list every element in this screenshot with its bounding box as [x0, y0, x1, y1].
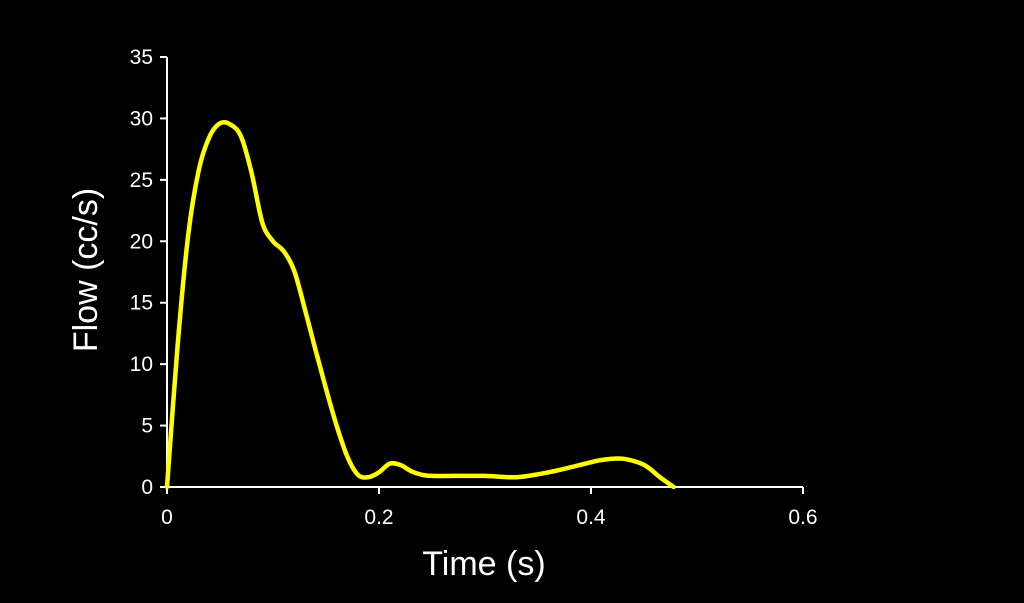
x-tick-label: 0.6 [788, 506, 817, 529]
y-tick-label: 10 [130, 353, 153, 376]
y-tick-label: 30 [130, 107, 153, 130]
x-tick-label: 0 [161, 506, 173, 529]
y-tick-label: 20 [130, 230, 153, 253]
x-axis-ticks: 0 0.2 0.4 0.6 [161, 487, 818, 529]
y-tick-label: 5 [141, 415, 153, 438]
y-tick-label: 25 [130, 169, 153, 192]
flow-series-line [164, 119, 676, 490]
x-tick-label: 0.2 [364, 506, 393, 529]
y-axis-title: Flow (cc/s) [67, 188, 105, 352]
y-tick-label: 0 [141, 476, 153, 499]
x-axis-title: Time (s) [422, 545, 545, 583]
plot-area: 0 5 10 15 20 25 30 35 0 0.2 0.4 0.6 [130, 46, 818, 529]
y-axis-ticks: 0 5 10 15 20 25 30 35 [130, 46, 167, 499]
x-tick-label: 0.4 [576, 506, 606, 529]
y-tick-label: 35 [130, 46, 153, 69]
y-tick-label: 15 [130, 292, 153, 315]
